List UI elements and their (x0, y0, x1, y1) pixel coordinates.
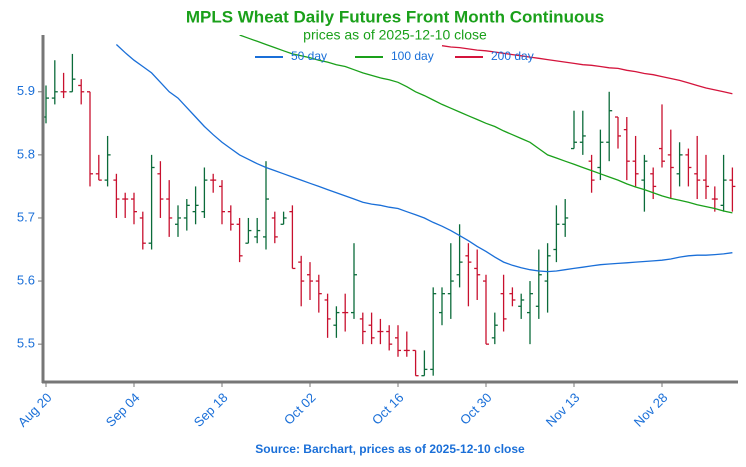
y-tick-label: 5.6 (17, 272, 35, 287)
legend-label: 200 day (491, 49, 534, 63)
x-tick-label: Aug 20 (15, 390, 55, 430)
legend-label: 100 day (391, 49, 434, 63)
x-tick-label: Sep 18 (191, 390, 231, 430)
chart-subtitle: prices as of 2025-12-10 close (303, 27, 487, 43)
x-tick-label: Nov 28 (631, 390, 671, 430)
moving-average-line (441, 45, 733, 95)
moving-average-line (239, 35, 733, 214)
y-tick-label: 5.8 (17, 146, 35, 161)
x-tick-label: Nov 13 (543, 390, 583, 430)
x-tick-label: Oct 30 (457, 390, 495, 428)
source-note: Source: Barchart, prices as of 2025-12-1… (255, 442, 525, 456)
y-tick-label: 5.9 (17, 83, 35, 98)
x-tick-label: Oct 02 (281, 390, 319, 428)
y-tick-label: 5.7 (17, 209, 35, 224)
moving-average-line (115, 44, 733, 273)
chart-title: MPLS Wheat Daily Futures Front Month Con… (186, 7, 604, 26)
plot-area (43, 35, 736, 377)
x-tick-label: Oct 16 (369, 390, 407, 428)
y-tick-label: 5.5 (17, 336, 35, 351)
legend-label: 50 day (291, 49, 327, 63)
x-tick-label: Sep 04 (103, 390, 143, 430)
